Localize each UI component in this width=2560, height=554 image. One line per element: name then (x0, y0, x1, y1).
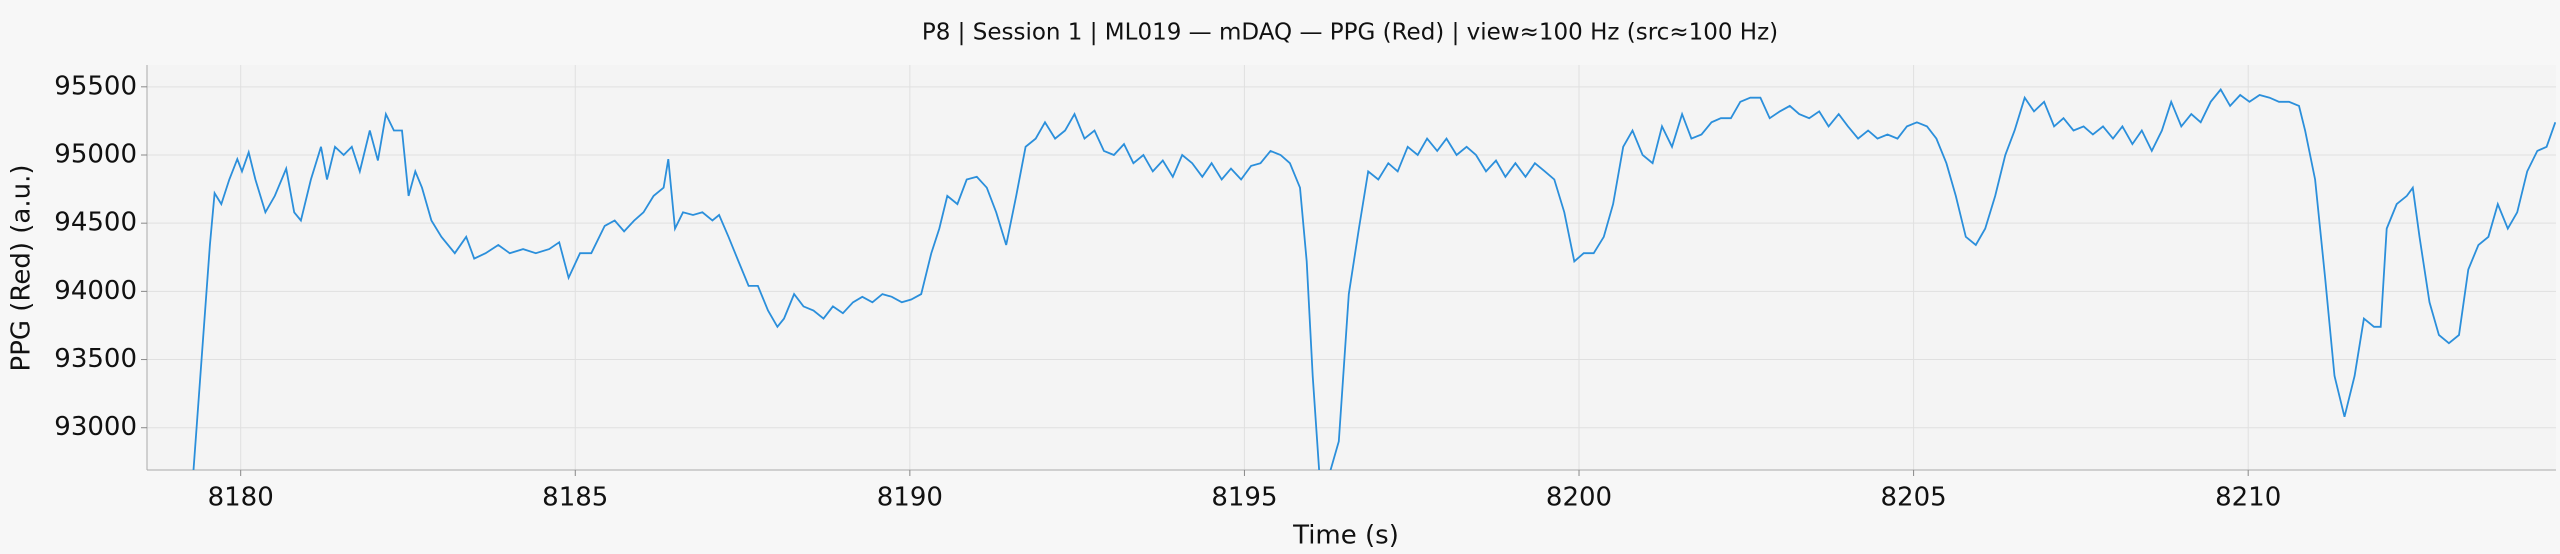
y-tick-label: 94500 (54, 208, 137, 238)
x-tick-label: 8205 (1881, 483, 1947, 513)
x-tick-label: 8200 (1546, 483, 1612, 513)
x-tick-label: 8195 (1211, 483, 1277, 513)
y-axis-label: PPG (Red) (a.u.) (7, 165, 37, 372)
data-line (192, 87, 2556, 470)
x-tick-label: 8180 (208, 483, 274, 513)
x-tick-label: 8185 (542, 483, 608, 513)
y-tick-label: 93500 (54, 344, 137, 374)
y-tick-label: 95500 (54, 71, 137, 101)
y-tick-label: 94000 (54, 276, 137, 306)
x-tick-label: 8190 (877, 483, 943, 513)
grid (147, 65, 2556, 470)
chart-title: P8 | Session 1 | ML019 — mDAQ — PPG (Red… (922, 20, 1778, 46)
x-tick-label: 8210 (2215, 483, 2281, 513)
x-axis-label: Time (s) (1292, 521, 1399, 551)
plot-area (147, 65, 2556, 470)
y-tick-label: 95000 (54, 140, 137, 170)
y-tick-label: 93000 (54, 412, 137, 442)
